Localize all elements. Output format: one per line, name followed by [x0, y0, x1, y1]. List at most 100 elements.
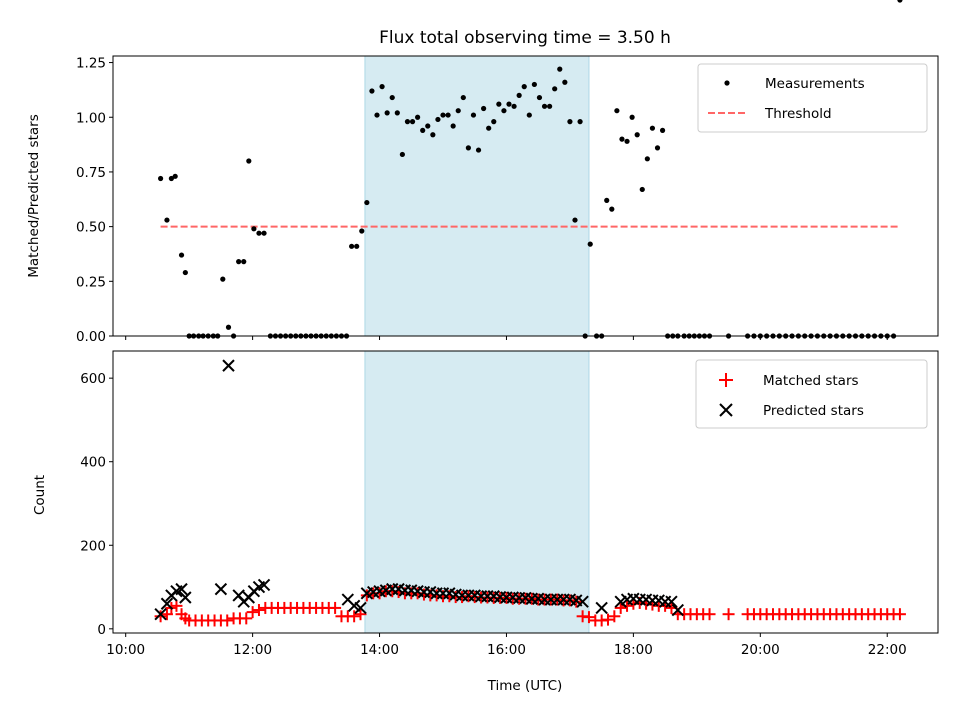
- y-tick-label: 0.75: [76, 165, 106, 181]
- matched-stars-point: [221, 614, 234, 627]
- measurements-point: [420, 127, 426, 133]
- legend-measurements-label: Measurements: [765, 76, 865, 92]
- measurements-point: [629, 114, 635, 120]
- measurements-point: [425, 123, 431, 129]
- matched-stars-point: [703, 608, 716, 621]
- count-y-ticks: 0 200 400 600: [80, 371, 113, 638]
- measurements-point: [236, 259, 242, 265]
- measurements-point: [486, 125, 492, 131]
- x-tick-label: 22:00: [868, 642, 907, 658]
- predicted-stars-point: [154, 607, 167, 621]
- legend-predicted-marker: [719, 403, 733, 417]
- x-tick-label: 16:00: [487, 642, 526, 658]
- predicted-stars-point: [576, 595, 589, 608]
- count-data: [154, 359, 906, 627]
- measurements-point: [430, 132, 436, 138]
- ratio-panel: 0.00 0.25 0.50 0.75 1.00 1.25 Matched/Predict…: [26, 0, 939, 345]
- y-tick-label: 0.25: [76, 274, 106, 290]
- measurements-point: [567, 119, 573, 125]
- predicted-stars-point: [179, 591, 192, 604]
- measurements-point: [178, 252, 185, 258]
- ratio-y-ticks: 0.00 0.25 0.50 0.75 1.00 1.25: [76, 56, 113, 345]
- measurements-point: [225, 324, 232, 330]
- predicted-stars-point: [160, 597, 174, 610]
- legend-measurements-marker: [724, 80, 730, 86]
- measurements-point: [639, 186, 645, 193]
- measurements-point: [501, 108, 507, 114]
- predicted-stars-point: [175, 582, 188, 596]
- count-x-ticks: 10:00 12:00 14:00 16:00 18:00 20:00 22:00: [106, 633, 907, 658]
- measurements-point: [182, 269, 188, 276]
- x-tick-label: 20:00: [741, 642, 780, 658]
- measurements-point: [450, 123, 456, 129]
- x-tick-label: 14:00: [360, 642, 399, 658]
- measurements-point: [481, 105, 487, 112]
- matched-stars-point: [329, 601, 342, 614]
- measurements-point: [649, 125, 656, 131]
- measurements-point: [256, 230, 262, 236]
- measurements-point: [654, 145, 661, 151]
- measurements-point: [634, 132, 640, 138]
- legend-threshold-label: Threshold: [764, 106, 832, 122]
- measurements-point: [619, 136, 625, 142]
- y-tick-label: 1.00: [76, 110, 106, 126]
- measurements-point: [496, 101, 502, 107]
- measurements-point: [246, 158, 252, 164]
- measurements-point: [349, 243, 355, 249]
- y-tick-label: 400: [80, 455, 106, 471]
- measurements-point: [435, 116, 441, 123]
- measurements-point: [557, 66, 563, 72]
- measurements-point: [562, 79, 568, 85]
- matched-stars-point: [893, 608, 906, 621]
- x-axis-label: Time (UTC): [487, 678, 563, 694]
- predicted-stars-point: [665, 595, 678, 608]
- matched-stars-point: [614, 601, 627, 614]
- measurements-point: [384, 110, 390, 116]
- measurements-point: [157, 175, 164, 182]
- count-legend-box: [695, 359, 928, 429]
- predicted-stars-point: [257, 578, 271, 592]
- measurements-point: [536, 94, 543, 101]
- measurements-point: [470, 112, 477, 118]
- measurements-point: [609, 206, 615, 212]
- y-tick-label: 0: [97, 622, 106, 638]
- measurements-point: [516, 92, 522, 98]
- y-tick-label: 0.00: [76, 329, 106, 345]
- measurements-point: [644, 156, 650, 162]
- ratio-y-label: Matched/Predicted stars: [26, 114, 42, 277]
- measurements-point: [577, 119, 583, 125]
- measurements-point: [552, 86, 558, 92]
- matched-stars-point: [722, 608, 735, 621]
- measurements-point: [164, 217, 170, 223]
- measurements-point: [251, 226, 257, 232]
- measurements-point: [220, 276, 226, 282]
- matched-stars-point: [608, 610, 621, 623]
- measurements-point: [506, 101, 512, 107]
- matched-stars-point: [240, 612, 253, 625]
- measurements-point: [440, 112, 446, 118]
- measurements-point: [547, 103, 553, 109]
- ratio-legend-box: [697, 63, 928, 133]
- count-panel-frame: [112, 350, 939, 634]
- matched-stars-point: [621, 599, 634, 612]
- y-tick-label: 1.25: [76, 56, 106, 72]
- y-tick-label: 600: [80, 371, 106, 387]
- matched-stars-point: [354, 608, 367, 621]
- matched-stars-point: [154, 610, 167, 623]
- observing-span-top: [364, 55, 590, 337]
- x-tick-label: 12:00: [233, 642, 272, 658]
- measurements-point: [659, 127, 666, 133]
- measurements-point: [399, 151, 405, 158]
- count-y-label: Count: [32, 475, 48, 515]
- measurements-point: [526, 112, 532, 118]
- measurements-point: [614, 108, 620, 114]
- chart-title: Flux total observing time = 3.50 h: [379, 28, 671, 48]
- measurements-point: [359, 228, 365, 234]
- predicted-stars-point: [214, 582, 228, 596]
- measurements-point: [531, 81, 537, 88]
- ratio-x-ticks: [125, 336, 888, 340]
- measurements-point: [465, 145, 471, 151]
- matched-stars-point: [582, 611, 595, 624]
- measurements-point: [415, 114, 421, 120]
